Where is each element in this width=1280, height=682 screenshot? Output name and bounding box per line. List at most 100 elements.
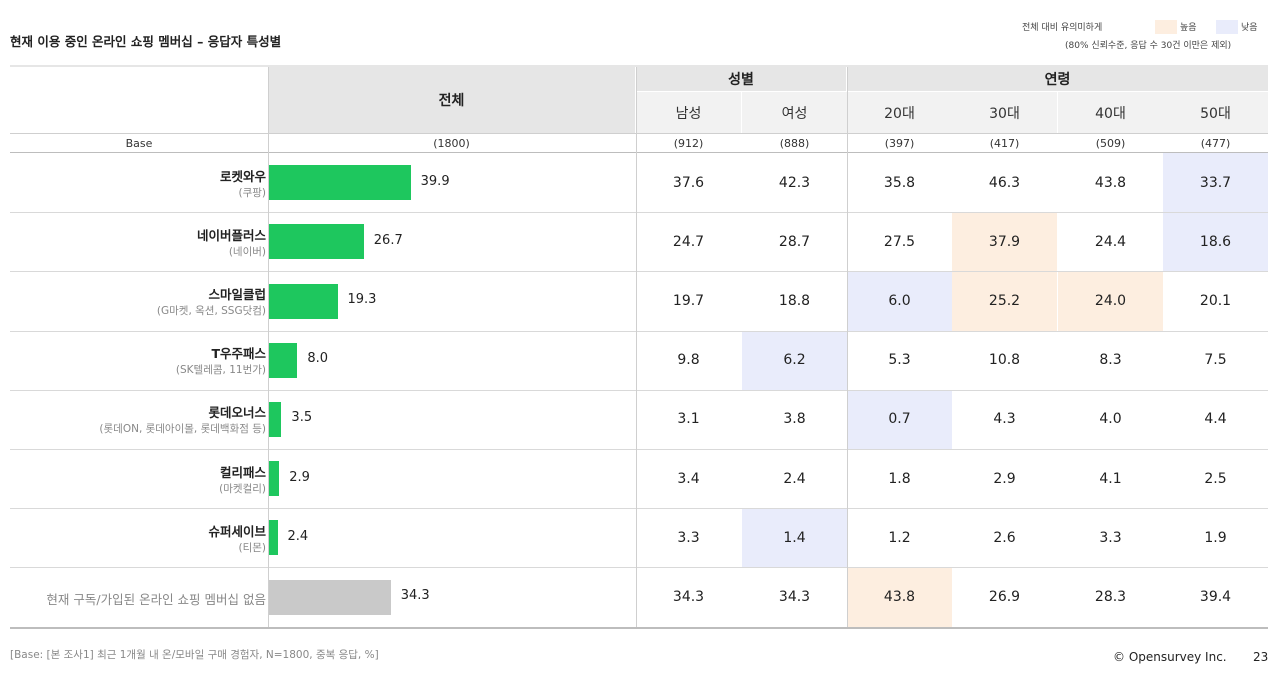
row-label: 현재 구독/가입된 온라인 쇼핑 멤버십 없음	[46, 592, 266, 607]
base-col-2: (397)	[884, 136, 915, 150]
cell-value: 10.8	[988, 352, 1021, 369]
cell-value: 4.4	[1204, 411, 1227, 428]
base-col-5: (477)	[1200, 136, 1231, 150]
cell-value: 1.9	[1204, 529, 1227, 546]
row-sublabel: (네이버)	[228, 245, 266, 258]
cell-value: 35.8	[883, 174, 916, 191]
row-divider	[10, 330, 1268, 332]
page-title: 현재 이용 중인 온라인 쇼핑 멤버십 – 응답자 특성별	[10, 34, 282, 49]
header-col-3: 30대	[952, 92, 1057, 133]
cell-value: 1.8	[888, 470, 911, 487]
row-divider	[10, 389, 1268, 391]
row-divider	[10, 133, 1268, 134]
legend-low-swatch	[1216, 20, 1238, 34]
cell-value: 6.2	[742, 330, 847, 390]
cell-value: 3.3	[1099, 529, 1122, 546]
cell-value: 24.4	[1094, 233, 1127, 250]
legend-note: 전체 대비 유의미하게	[1022, 23, 1103, 33]
base-col-3: (417)	[989, 136, 1020, 150]
row-label: T우주패스	[211, 346, 266, 362]
cell-value: 19.7	[672, 292, 705, 309]
bar	[269, 165, 411, 201]
legend-sub: (80% 신뢰수준, 응답 수 30건 이만은 제외)	[1065, 41, 1232, 51]
cell-value: 2.9	[993, 470, 1016, 487]
bar-value-label: 8.0	[307, 351, 329, 367]
cell-value: 18.8	[778, 292, 811, 309]
cell-value: 37.6	[672, 174, 705, 191]
bar	[269, 520, 278, 556]
cell-value: 8.3	[1099, 352, 1122, 369]
base-col-4: (509)	[1095, 136, 1126, 150]
bar	[269, 461, 280, 497]
cell-value: 7.5	[1204, 352, 1227, 369]
bar	[269, 283, 338, 319]
cell-value: 0.7	[847, 389, 952, 449]
cell-value: 4.3	[993, 411, 1016, 428]
cell-value: 27.5	[883, 233, 916, 250]
row-divider	[10, 152, 1268, 153]
row-label: 컬리패스	[219, 464, 266, 480]
cell-value: 28.3	[1094, 588, 1127, 605]
bar-value-label: 2.4	[287, 528, 309, 544]
bar	[269, 579, 391, 615]
bar	[269, 224, 364, 260]
bar-value-label: 34.3	[400, 588, 430, 603]
header-col-5: 50대	[1163, 92, 1268, 133]
cell-value: 37.9	[952, 212, 1057, 272]
cell-value: 34.3	[672, 588, 705, 605]
cell-value: 43.8	[847, 567, 952, 627]
header-total: 전체	[268, 67, 635, 133]
row-divider	[10, 626, 1268, 629]
cell-value: 39.4	[1199, 588, 1232, 605]
row-sublabel: (마켓컬리)	[219, 482, 266, 495]
cell-value: 2.6	[993, 529, 1016, 546]
bar-value-label: 26.7	[373, 232, 403, 248]
cell-value: 2.5	[1204, 470, 1227, 487]
base-total: (1800)	[433, 136, 470, 150]
bar-value-label: 3.5	[291, 410, 313, 426]
bar	[269, 401, 282, 437]
row-label: 네이버플러스	[196, 227, 266, 243]
cell-value: 20.1	[1199, 292, 1232, 309]
cell-value: 4.1	[1099, 470, 1122, 487]
row-sublabel: (G마켓, 옥션, SSG닷컴)	[156, 305, 266, 317]
legend-low-label: 낮음	[1241, 23, 1258, 33]
row-label: 로켓와우	[219, 168, 266, 184]
column-divider	[636, 67, 637, 627]
bar	[269, 342, 298, 378]
row-divider	[10, 271, 1268, 273]
row-sublabel: (쿠팡)	[238, 186, 266, 199]
cell-value: 3.3	[677, 529, 700, 546]
footer-note: [Base: [본 조사1] 최근 1개월 내 온/모바일 구매 경험자, N=…	[10, 649, 379, 661]
legend-high-swatch	[1155, 20, 1177, 34]
header-gender: 성별	[636, 67, 846, 91]
cell-value: 34.3	[778, 588, 811, 605]
cell-value: 46.3	[988, 174, 1021, 191]
header-age: 연령	[847, 67, 1268, 91]
legend-high-label: 높음	[1180, 23, 1197, 33]
bar-value-label: 2.9	[289, 469, 310, 485]
column-divider	[268, 67, 269, 627]
header-col-2: 20대	[847, 92, 952, 133]
cell-value: 26.9	[988, 588, 1021, 605]
row-sublabel: (SK텔레콤, 11번가)	[175, 364, 266, 377]
bar-value-label: 39.9	[420, 173, 450, 189]
cell-value: 9.8	[677, 352, 700, 369]
bar-value-label: 19.3	[347, 292, 377, 307]
cell-value: 25.2	[952, 271, 1057, 331]
cell-value: 42.3	[778, 174, 811, 191]
base-col-1: (888)	[779, 136, 810, 150]
base-label: Base	[125, 136, 153, 150]
cell-value: 3.8	[783, 411, 806, 428]
row-divider	[10, 449, 1268, 450]
row-label: 슈퍼세이브	[208, 523, 266, 539]
row-divider	[10, 508, 1268, 510]
header-col-4: 40대	[1058, 92, 1163, 133]
cell-value: 28.7	[778, 233, 811, 250]
row-sublabel: (티몬)	[238, 541, 266, 554]
cell-value: 5.3	[888, 352, 911, 369]
cell-value: 43.8	[1094, 174, 1127, 191]
page-number: 23	[1253, 650, 1269, 664]
header-col-1: 여성	[742, 92, 847, 133]
cell-value: 1.2	[888, 529, 911, 546]
